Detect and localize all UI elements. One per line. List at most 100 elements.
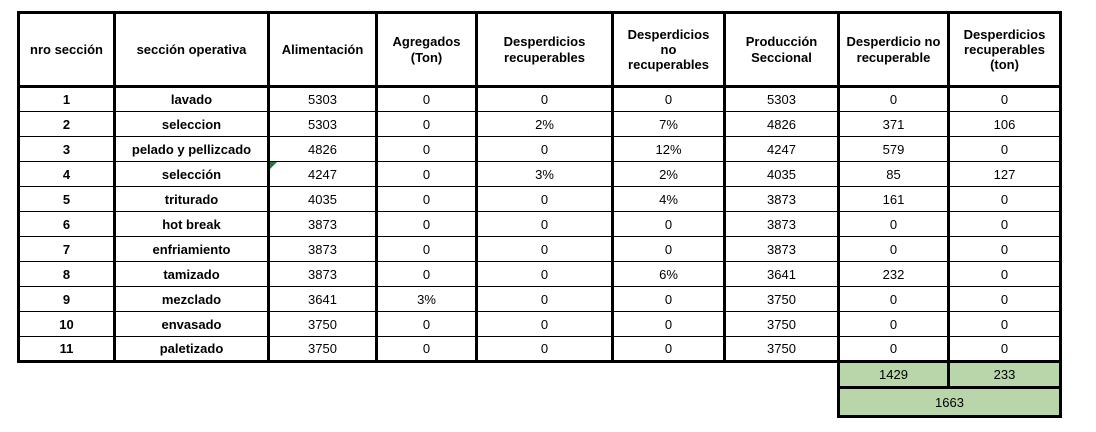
cell-r9-c2[interactable]: mezclado (113, 286, 270, 312)
cell-r7-c8[interactable]: 0 (837, 236, 950, 262)
cell-r7-c3[interactable]: 3873 (267, 236, 378, 262)
cell-r8-c5[interactable]: 0 (475, 261, 614, 287)
cell-r1-c7[interactable]: 5303 (723, 85, 840, 112)
cell-r8-c2[interactable]: tamizado (113, 261, 270, 287)
cell-r5-c4[interactable]: 0 (375, 186, 478, 212)
cell-r3-c4[interactable]: 0 (375, 136, 478, 162)
cell-r4-c2[interactable]: selección (113, 161, 270, 187)
cell-r9-c6[interactable]: 0 (611, 286, 726, 312)
cell-r5-c1[interactable]: 5 (17, 186, 116, 212)
cell-r9-c8[interactable]: 0 (837, 286, 950, 312)
cell-r11-c2[interactable]: paletizado (113, 336, 270, 363)
cell-r9-c9[interactable]: 0 (947, 286, 1062, 312)
cell-r10-c6[interactable]: 0 (611, 311, 726, 337)
cell-r7-c6[interactable]: 0 (611, 236, 726, 262)
cell-r10-c2[interactable]: envasado (113, 311, 270, 337)
cell-r11-c7[interactable]: 3750 (723, 336, 840, 363)
cell-r5-c9[interactable]: 0 (947, 186, 1062, 212)
cell-r5-c7[interactable]: 3873 (723, 186, 840, 212)
cell-r9-c7[interactable]: 3750 (723, 286, 840, 312)
cell-r11-c5[interactable]: 0 (475, 336, 614, 363)
cell-r4-c5[interactable]: 3% (475, 161, 614, 187)
cell-r4-c3[interactable]: 4247 (267, 161, 378, 187)
cell-r8-c7[interactable]: 3641 (723, 261, 840, 287)
cell-r7-c5[interactable]: 0 (475, 236, 614, 262)
cell-r2-c7[interactable]: 4826 (723, 111, 840, 137)
cell-r10-c1[interactable]: 10 (17, 311, 116, 337)
cell-r11-c3[interactable]: 3750 (267, 336, 378, 363)
cell-r4-c7[interactable]: 4035 (723, 161, 840, 187)
cell-r6-c9[interactable]: 0 (947, 211, 1062, 237)
cell-r3-c8[interactable]: 579 (837, 136, 950, 162)
cell-r2-c3[interactable]: 5303 (267, 111, 378, 137)
cell-r3-c3[interactable]: 4826 (267, 136, 378, 162)
cell-r4-c9[interactable]: 127 (947, 161, 1062, 187)
cell-r10-c5[interactable]: 0 (475, 311, 614, 337)
cell-r2-c4[interactable]: 0 (375, 111, 478, 137)
cell-r11-c9[interactable]: 0 (947, 336, 1062, 363)
cell-r7-c1[interactable]: 7 (17, 236, 116, 262)
cell-r5-c5[interactable]: 0 (475, 186, 614, 212)
cell-r2-c8[interactable]: 371 (837, 111, 950, 137)
cell-r3-c2[interactable]: pelado y pellizcado (113, 136, 270, 162)
column-header-5[interactable]: Desperdicios recuperables (475, 11, 614, 88)
cell-r6-c6[interactable]: 0 (611, 211, 726, 237)
column-header-4[interactable]: Agregados (Ton) (375, 11, 478, 88)
cell-r6-c4[interactable]: 0 (375, 211, 478, 237)
cell-r5-c8[interactable]: 161 (837, 186, 950, 212)
cell-r5-c2[interactable]: triturado (113, 186, 270, 212)
cell-r11-c1[interactable]: 11 (17, 336, 116, 363)
column-header-3[interactable]: Alimentación (267, 11, 378, 88)
cell-r2-c9[interactable]: 106 (947, 111, 1062, 137)
cell-r11-c4[interactable]: 0 (375, 336, 478, 363)
cell-r2-c1[interactable]: 2 (17, 111, 116, 137)
cell-r11-c8[interactable]: 0 (837, 336, 950, 363)
cell-r10-c9[interactable]: 0 (947, 311, 1062, 337)
cell-r5-c3[interactable]: 4035 (267, 186, 378, 212)
cell-r2-c2[interactable]: seleccion (113, 111, 270, 137)
cell-r9-c3[interactable]: 3641 (267, 286, 378, 312)
cell-r7-c4[interactable]: 0 (375, 236, 478, 262)
column-header-8[interactable]: Desperdicio no recuperable (837, 11, 950, 88)
cell-r6-c7[interactable]: 3873 (723, 211, 840, 237)
cell-r2-c6[interactable]: 7% (611, 111, 726, 137)
column-header-6[interactable]: Desperdicios no recuperables (611, 11, 726, 88)
cell-r6-c2[interactable]: hot break (113, 211, 270, 237)
cell-r10-c8[interactable]: 0 (837, 311, 950, 337)
column-header-7[interactable]: Producción Seccional (723, 11, 840, 88)
cell-r7-c2[interactable]: enfriamiento (113, 236, 270, 262)
total-desperdicio-no-recuperable[interactable]: 1429 (837, 360, 950, 389)
cell-r8-c8[interactable]: 232 (837, 261, 950, 287)
cell-r10-c7[interactable]: 3750 (723, 311, 840, 337)
cell-r1-c3[interactable]: 5303 (267, 85, 378, 112)
cell-r4-c4[interactable]: 0 (375, 161, 478, 187)
cell-r9-c4[interactable]: 3% (375, 286, 478, 312)
cell-r3-c7[interactable]: 4247 (723, 136, 840, 162)
cell-r3-c1[interactable]: 3 (17, 136, 116, 162)
cell-r5-c6[interactable]: 4% (611, 186, 726, 212)
column-header-2[interactable]: sección operativa (113, 11, 270, 88)
cell-r9-c5[interactable]: 0 (475, 286, 614, 312)
cell-r4-c8[interactable]: 85 (837, 161, 950, 187)
cell-r3-c5[interactable]: 0 (475, 136, 614, 162)
cell-r3-c9[interactable]: 0 (947, 136, 1062, 162)
cell-r11-c6[interactable]: 0 (611, 336, 726, 363)
cell-r1-c1[interactable]: 1 (17, 85, 116, 112)
grand-total-cell[interactable]: 1663 (837, 386, 1062, 418)
cell-r6-c3[interactable]: 3873 (267, 211, 378, 237)
cell-r6-c1[interactable]: 6 (17, 211, 116, 237)
cell-r10-c3[interactable]: 3750 (267, 311, 378, 337)
cell-r8-c1[interactable]: 8 (17, 261, 116, 287)
cell-r1-c2[interactable]: lavado (113, 85, 270, 112)
column-header-1[interactable]: nro sección (17, 11, 116, 88)
cell-r1-c9[interactable]: 0 (947, 85, 1062, 112)
cell-r6-c5[interactable]: 0 (475, 211, 614, 237)
cell-r8-c9[interactable]: 0 (947, 261, 1062, 287)
cell-r10-c4[interactable]: 0 (375, 311, 478, 337)
cell-r1-c4[interactable]: 0 (375, 85, 478, 112)
cell-r4-c6[interactable]: 2% (611, 161, 726, 187)
cell-r1-c5[interactable]: 0 (475, 85, 614, 112)
cell-r8-c3[interactable]: 3873 (267, 261, 378, 287)
cell-r4-c1[interactable]: 4 (17, 161, 116, 187)
cell-r7-c9[interactable]: 0 (947, 236, 1062, 262)
